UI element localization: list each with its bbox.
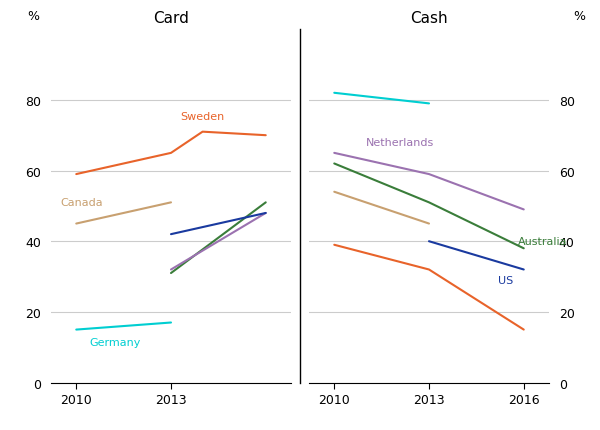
Text: %: %	[573, 10, 585, 23]
Text: Netherlands: Netherlands	[366, 138, 434, 148]
Text: US: US	[499, 276, 514, 286]
Title: Cash: Cash	[410, 11, 448, 26]
Text: Sweden: Sweden	[181, 112, 225, 122]
Text: %: %	[27, 10, 39, 23]
Text: Australia: Australia	[517, 237, 567, 247]
Text: Canada: Canada	[61, 198, 103, 208]
Text: Germany: Germany	[89, 337, 140, 347]
Title: Card: Card	[153, 11, 189, 26]
